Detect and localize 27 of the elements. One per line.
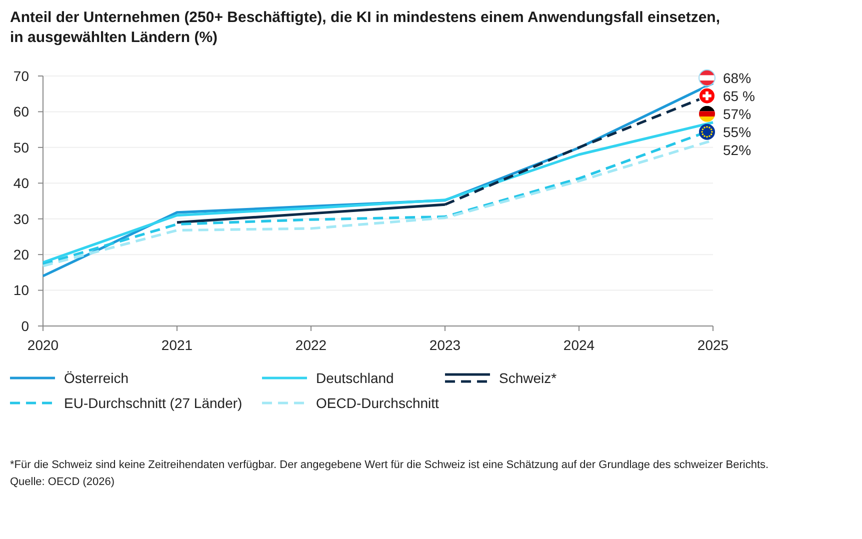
legend-label: Österreich (64, 370, 129, 386)
text: *Für die Schweiz sind keine Zeitreihendaten verfügbar. Der angegebene Wert für die Schweiz ist eine Schätzung auf der Grundlage des schweizer Berichts. (10, 459, 769, 471)
y-tick-label: 70 (13, 68, 30, 84)
y-tick-label: 40 (13, 175, 30, 192)
legend-label: Schweiz* (499, 370, 558, 386)
y-tick-label: 30 (13, 210, 30, 227)
x-tick-label: 2023 (429, 337, 461, 353)
x-tick-label: 2021 (161, 337, 193, 353)
y-tick-label: 0 (21, 318, 30, 334)
y-tick-label: 50 (13, 139, 30, 156)
y-tick-label: 20 (13, 246, 30, 262)
x-tick-label: 2024 (563, 337, 595, 353)
x-tick-label: 2025 (697, 337, 729, 353)
legend-label: OECD-Durchschnitt (316, 394, 440, 411)
y-tick-label: 60 (13, 104, 30, 120)
data-label: 55% (723, 124, 752, 140)
x-tick-label: 2022 (295, 337, 327, 353)
data-label: 68% (723, 70, 752, 86)
legend-label: EU-Durchschnitt (27 Länder) (64, 394, 242, 411)
legend-label: Deutschland (316, 370, 394, 386)
x-tick-label: 2020 (27, 337, 59, 353)
chart-title: Anteil der Unternehmen (250+ Beschäftigte), die KI in mindestens einem Anwendungsfall einsetzen, in ausgewählten Ländern (%) (10, 9, 720, 46)
data-label: 57% (723, 106, 752, 122)
y-tick-label: 10 (13, 282, 30, 298)
source-note: Quelle: OECD (2026) (10, 476, 115, 488)
data-label: 52% (723, 142, 752, 158)
data-label: 65 % (723, 88, 755, 104)
